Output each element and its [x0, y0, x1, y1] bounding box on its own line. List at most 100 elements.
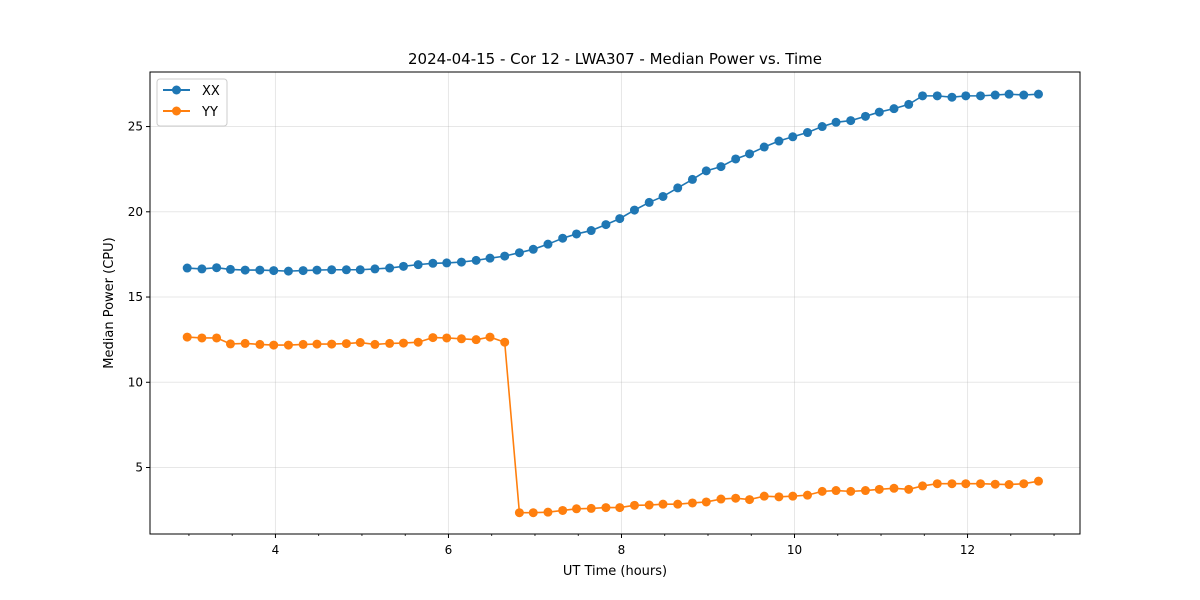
data-point-xx — [283, 266, 293, 276]
data-point-yy — [1033, 476, 1043, 486]
data-point-yy — [615, 503, 625, 513]
data-point-yy — [1019, 479, 1029, 489]
data-point-xx — [355, 265, 365, 275]
data-point-yy — [471, 335, 481, 345]
data-point-xx — [341, 265, 351, 275]
x-tick-label: 4 — [272, 543, 280, 557]
data-point-yy — [904, 484, 914, 494]
data-point-xx — [774, 136, 784, 146]
series-layer — [182, 89, 1043, 518]
data-point-xx — [1019, 90, 1029, 100]
data-point-xx — [731, 154, 741, 164]
data-point-yy — [874, 484, 884, 494]
legend: XX YY — [156, 78, 228, 127]
x-tick-label: 10 — [787, 543, 802, 557]
data-point-xx — [240, 265, 250, 275]
y-tick-label: 15 — [128, 290, 143, 304]
data-point-xx — [572, 229, 582, 239]
data-point-yy — [514, 508, 524, 518]
data-point-xx — [932, 91, 942, 101]
data-point-yy — [774, 492, 784, 502]
data-point-xx — [904, 99, 914, 109]
data-point-xx — [398, 261, 408, 271]
data-point-yy — [528, 508, 538, 518]
y-tick-label: 25 — [128, 120, 143, 134]
data-point-yy — [658, 499, 668, 509]
data-point-yy — [413, 337, 423, 347]
data-point-yy — [385, 338, 395, 348]
data-point-xx — [716, 162, 726, 172]
data-point-xx — [428, 258, 438, 268]
data-point-xx — [701, 166, 711, 176]
x-tick-label: 8 — [618, 543, 626, 557]
data-point-xx — [745, 149, 755, 159]
grid-layer — [150, 72, 1080, 534]
series-xx — [182, 89, 1043, 276]
data-point-xx — [889, 104, 899, 114]
data-point-yy — [212, 333, 222, 343]
data-point-xx — [528, 244, 538, 254]
data-point-xx — [212, 263, 222, 273]
data-point-xx — [543, 239, 553, 249]
ticks-layer: 4 6 8 10 12 5 10 15 20 25 — [128, 120, 1055, 557]
data-point-yy — [860, 486, 870, 496]
data-point-yy — [759, 491, 769, 501]
data-point-yy — [687, 498, 697, 508]
data-point-yy — [817, 486, 827, 496]
data-point-xx — [456, 257, 466, 267]
data-point-yy — [716, 494, 726, 504]
legend-marker-xx — [172, 85, 181, 95]
series-line-xx — [187, 93, 1039, 272]
x-tick-label: 12 — [960, 543, 975, 557]
y-tick-label: 20 — [128, 205, 143, 219]
data-point-yy — [745, 495, 755, 505]
plot-frame — [149, 71, 1081, 535]
data-point-xx — [385, 263, 395, 273]
data-point-xx — [759, 142, 769, 152]
data-point-yy — [731, 493, 741, 503]
data-point-yy — [1004, 480, 1014, 490]
data-point-yy — [225, 339, 235, 349]
data-point-yy — [644, 500, 654, 510]
data-point-yy — [586, 503, 596, 513]
data-point-yy — [240, 338, 250, 348]
data-point-yy — [255, 339, 265, 349]
data-point-xx — [1033, 89, 1043, 99]
data-point-xx — [413, 260, 423, 270]
data-point-yy — [961, 479, 971, 489]
data-point-yy — [312, 339, 322, 349]
data-point-yy — [673, 499, 683, 509]
data-point-yy — [601, 503, 611, 513]
data-point-xx — [442, 258, 452, 268]
x-axis-label: UT Time (hours) — [563, 564, 667, 579]
data-point-yy — [802, 490, 812, 500]
data-point-xx — [298, 266, 308, 276]
data-point-yy — [990, 479, 1000, 489]
data-point-xx — [874, 107, 884, 117]
data-point-yy — [442, 333, 452, 343]
data-point-yy — [398, 338, 408, 348]
data-point-yy — [355, 338, 365, 348]
data-point-xx — [687, 174, 697, 184]
data-point-yy — [485, 332, 495, 342]
data-point-xx — [990, 90, 1000, 100]
data-point-yy — [629, 500, 639, 510]
legend-label-yy: YY — [201, 105, 218, 120]
data-point-xx — [225, 264, 235, 274]
data-point-yy — [197, 333, 207, 343]
data-point-yy — [182, 332, 192, 342]
data-point-yy — [918, 481, 928, 491]
data-point-yy — [788, 491, 798, 501]
data-point-xx — [370, 264, 380, 274]
data-point-yy — [269, 340, 279, 350]
data-point-xx — [500, 251, 510, 261]
data-point-xx — [182, 263, 192, 273]
data-point-xx — [269, 266, 279, 276]
chart-title: 2024-04-15 - Cor 12 - LWA307 - Median Po… — [408, 50, 822, 68]
data-point-yy — [846, 486, 856, 496]
data-point-yy — [283, 340, 293, 350]
data-point-xx — [860, 111, 870, 121]
data-point-xx — [586, 226, 596, 236]
